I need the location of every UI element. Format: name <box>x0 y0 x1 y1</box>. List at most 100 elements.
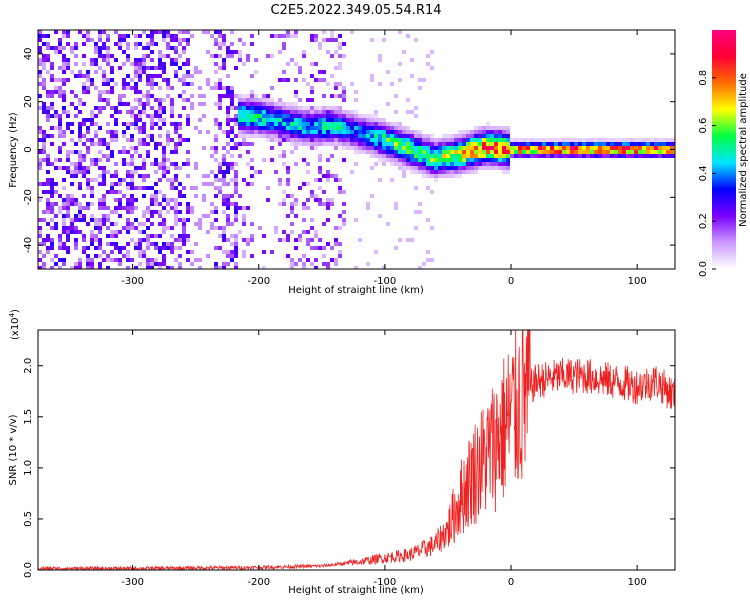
spectrogram-cell <box>182 138 186 142</box>
spectrogram-cell <box>526 150 530 154</box>
spectrogram-cell <box>246 94 250 98</box>
spectrogram-cell <box>594 146 598 150</box>
spectrogram-cell <box>310 130 314 134</box>
spectrogram-cell <box>270 250 274 254</box>
spectrogram-cell <box>82 142 86 146</box>
spectrogram-cell <box>310 110 314 114</box>
spectrogram-cell <box>74 74 78 78</box>
spectrogram-cell <box>302 138 306 142</box>
spectrogram-cell <box>90 38 94 42</box>
spectrogram-cell <box>46 114 50 118</box>
spectrogram-cell <box>394 162 398 166</box>
spectrogram-cell <box>346 146 350 150</box>
spectrogram-cell <box>234 254 238 258</box>
spectrogram-cell <box>454 158 458 162</box>
spectrogram-cell <box>446 134 450 138</box>
spectrogram-cell <box>250 110 254 114</box>
spectrogram-cell <box>462 162 466 166</box>
spectrogram-cell <box>178 134 182 138</box>
spectrogram-cell <box>98 242 102 246</box>
spectrogram-cell <box>150 50 154 54</box>
spectrogram-cell <box>50 134 54 138</box>
spectrogram-cell <box>146 174 150 178</box>
spectrogram-cell <box>102 42 106 46</box>
spectrogram-cell <box>218 122 222 126</box>
spectrogram-cell <box>282 202 286 206</box>
spectrogram-cell <box>506 142 510 146</box>
spectrogram-cell <box>134 242 138 246</box>
spectrogram-cell <box>314 234 318 238</box>
spectrogram-cell <box>174 238 178 242</box>
spectrogram-cell <box>558 154 562 158</box>
spectrogram-cell <box>314 134 318 138</box>
spectrogram-cell <box>330 106 334 110</box>
spectrogram-cell <box>218 126 222 130</box>
figure-title: C2E5.2022.349.05.54.R14 <box>270 3 441 18</box>
spectrogram-cell <box>406 158 410 162</box>
spectrogram-cell <box>186 82 190 86</box>
spectrogram-cell <box>326 158 330 162</box>
spectrogram-cell <box>114 134 118 138</box>
spectrogram-cell <box>138 58 142 62</box>
spectrogram-cell <box>294 146 298 150</box>
spectrogram-cell <box>418 130 422 134</box>
spectrogram-cell <box>286 34 290 38</box>
spectrogram-cell <box>130 170 134 174</box>
spectrogram-cell <box>242 110 246 114</box>
spectrogram-cell <box>390 150 394 154</box>
spectrogram-cell <box>138 110 142 114</box>
spectrogram-cell <box>602 154 606 158</box>
spectrogram-cell <box>82 62 86 66</box>
spectrogram-cell <box>38 234 42 238</box>
spectrogram-cell <box>290 206 294 210</box>
spectrogram-cell <box>218 98 222 102</box>
spectrogram-cell <box>258 130 262 134</box>
spectrogram-cell <box>670 146 674 150</box>
spectrogram-cell <box>226 118 230 122</box>
spectrogram-cell <box>154 30 158 34</box>
spectrogram-cell <box>114 110 118 114</box>
spectrogram-cell <box>210 154 214 158</box>
spectrogram-cell <box>490 126 494 130</box>
spectrogram-cell <box>98 110 102 114</box>
spectrogram-cell <box>426 170 430 174</box>
spectrogram-cell <box>378 142 382 146</box>
spectrogram-cell <box>654 154 658 158</box>
spectrogram-cell <box>334 142 338 146</box>
spectrogram-cell <box>106 54 110 58</box>
spectrogram-cell <box>226 74 230 78</box>
spectrogram-cell <box>362 150 366 154</box>
spectrogram-cell <box>318 122 322 126</box>
spectrogram-cell <box>162 106 166 110</box>
spectrogram-cell <box>106 258 110 262</box>
spectrogram-cell <box>178 122 182 126</box>
spectrogram-cell <box>502 138 506 142</box>
spectrogram-cell <box>334 262 338 266</box>
spectrogram-cell <box>178 190 182 194</box>
spectrogram-cell <box>70 222 74 226</box>
spectrogram-cell <box>258 226 262 230</box>
spectrogram-cell <box>522 142 526 146</box>
spectrogram-cell <box>106 214 110 218</box>
spectrogram-cell <box>314 78 318 82</box>
spectrogram-cell <box>158 62 162 66</box>
spectrogram-cell <box>186 42 190 46</box>
spectrogram-cell <box>78 210 82 214</box>
spectrogram-cell <box>462 154 466 158</box>
spectrogram-cell <box>450 154 454 158</box>
spectrogram-cell <box>362 134 366 138</box>
spectrogram-cell <box>98 46 102 50</box>
spectrogram-cell <box>110 134 114 138</box>
spectrogram-cell <box>298 66 302 70</box>
spectrogram-cell <box>182 78 186 82</box>
spectrogram-cell <box>386 134 390 138</box>
spectrogram-cell <box>86 150 90 154</box>
spectrogram-cell <box>418 142 422 146</box>
spectrogram-cell <box>354 138 358 142</box>
spectrogram-cell <box>234 162 238 166</box>
spectrogram-cell <box>262 134 266 138</box>
spectrogram-cell <box>386 222 390 226</box>
spectrogram-cell <box>134 226 138 230</box>
spectrogram-cell <box>166 138 170 142</box>
spectrogram-cell <box>302 202 306 206</box>
